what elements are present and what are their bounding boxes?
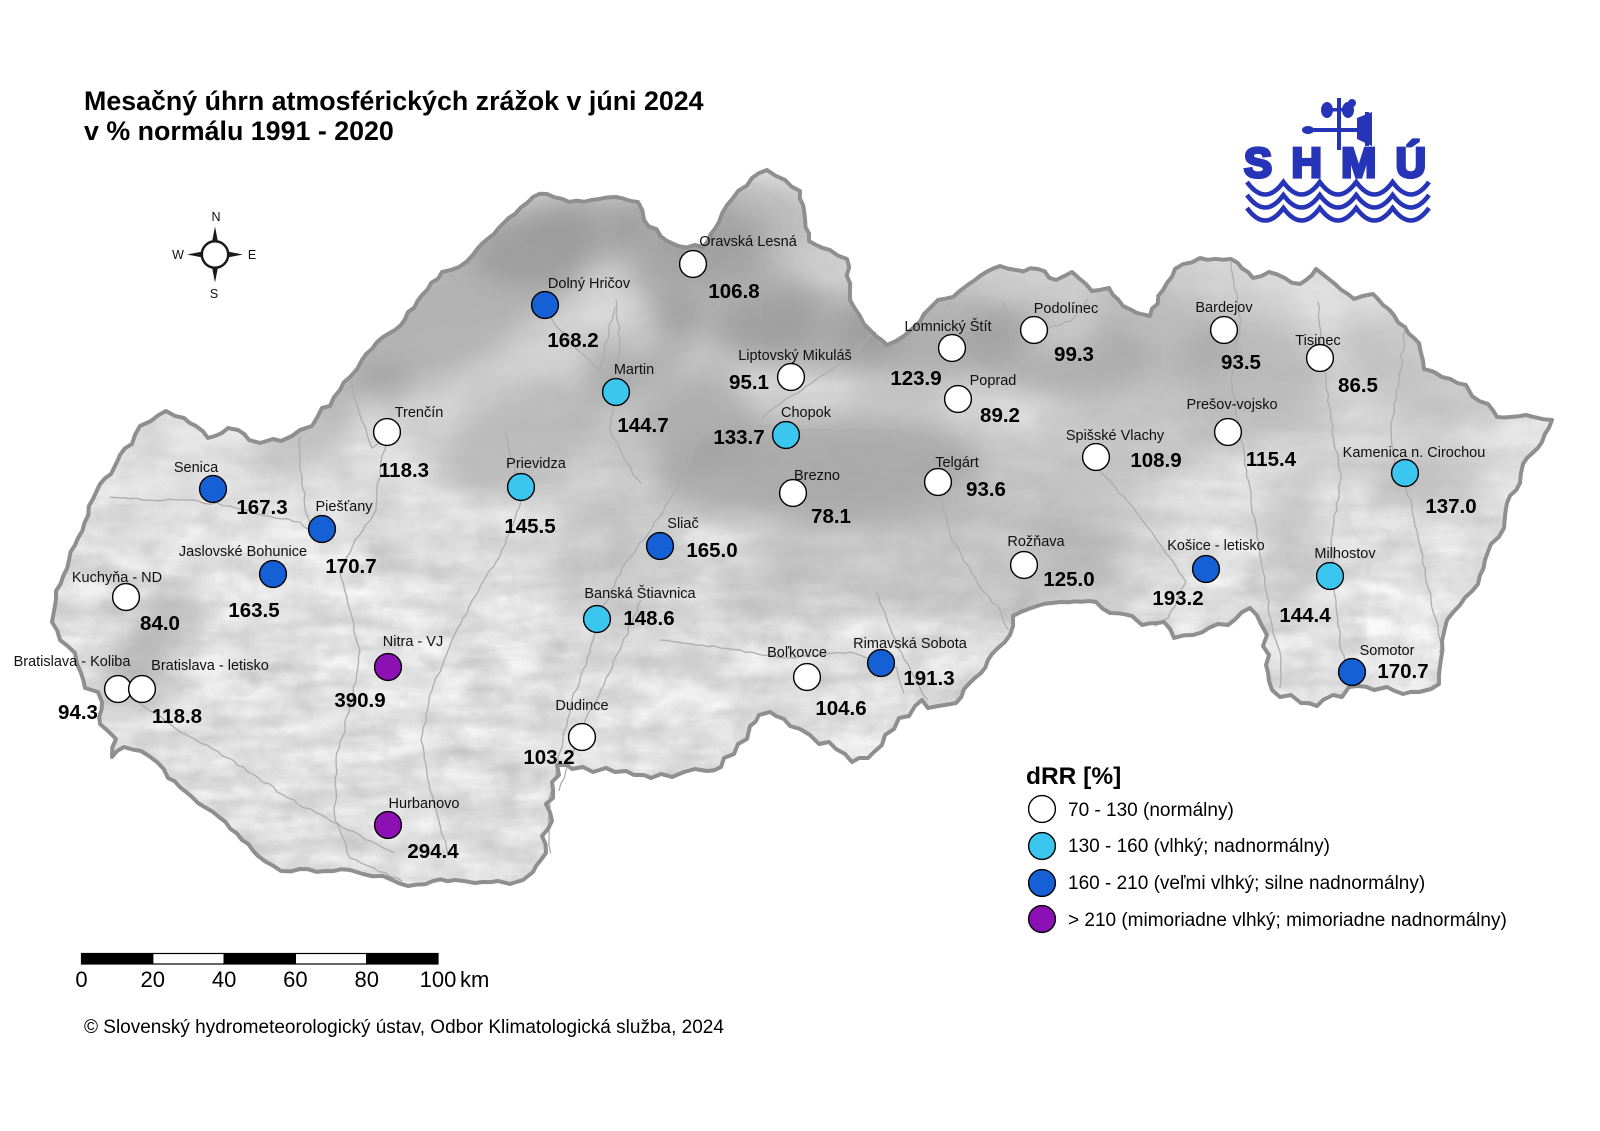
svg-text:Bardejov: Bardejov: [1195, 300, 1253, 316]
svg-text:93.6: 93.6: [966, 478, 1006, 501]
svg-text:118.8: 118.8: [152, 705, 202, 728]
svg-text:78.1: 78.1: [811, 505, 851, 528]
svg-text:Hurbanovo: Hurbanovo: [389, 796, 460, 812]
svg-text:Spišské Vlachy: Spišské Vlachy: [1066, 428, 1165, 444]
svg-text:Boľkovce: Boľkovce: [767, 645, 827, 661]
svg-text:170.7: 170.7: [1377, 660, 1428, 683]
svg-text:Rimavská Sobota: Rimavská Sobota: [853, 636, 968, 652]
svg-text:Martin: Martin: [614, 362, 654, 378]
svg-text:115.4: 115.4: [1246, 448, 1297, 471]
svg-text:20: 20: [141, 967, 165, 992]
svg-text:E: E: [248, 248, 256, 262]
svg-text:Chopok: Chopok: [781, 405, 832, 421]
svg-text:167.3: 167.3: [236, 496, 287, 519]
svg-text:106.8: 106.8: [708, 280, 759, 303]
svg-text:Telgárt: Telgárt: [935, 455, 979, 471]
svg-text:40: 40: [212, 967, 236, 992]
svg-text:123.9: 123.9: [890, 367, 941, 390]
svg-text:Nitra - VJ: Nitra - VJ: [383, 634, 443, 650]
svg-text:118.3: 118.3: [379, 459, 429, 482]
svg-text:168.2: 168.2: [547, 329, 598, 352]
svg-text:148.6: 148.6: [623, 607, 674, 630]
svg-text:Prievidza: Prievidza: [506, 456, 567, 472]
svg-text:93.5: 93.5: [1221, 351, 1261, 374]
svg-text:Trenčín: Trenčín: [395, 405, 444, 421]
svg-text:70 - 130 (normálny): 70 - 130 (normálny): [1068, 800, 1234, 821]
svg-text:Liptovský Mikuláš: Liptovský Mikuláš: [738, 348, 852, 364]
svg-text:86.5: 86.5: [1338, 374, 1378, 397]
svg-text:100: 100: [420, 967, 457, 992]
svg-text:Košice - letisko: Košice - letisko: [1167, 538, 1265, 554]
svg-text:94.3: 94.3: [58, 701, 98, 724]
svg-text:144.7: 144.7: [617, 414, 668, 437]
svg-text:N: N: [211, 210, 220, 224]
svg-text:Brezno: Brezno: [794, 468, 840, 484]
svg-text:95.1: 95.1: [729, 371, 769, 394]
svg-text:Poprad: Poprad: [970, 373, 1017, 389]
svg-text:390.9: 390.9: [334, 689, 385, 712]
svg-text:89.2: 89.2: [980, 404, 1020, 427]
svg-text:125.0: 125.0: [1043, 568, 1094, 591]
svg-text:dRR [%]: dRR [%]: [1026, 763, 1121, 790]
svg-text:Lomnický Štít: Lomnický Štít: [904, 318, 991, 335]
svg-text:km: km: [460, 967, 489, 992]
svg-text:Banská Štiavnica: Banská Štiavnica: [584, 585, 696, 602]
svg-text:S: S: [210, 287, 218, 301]
svg-text:144.4: 144.4: [1279, 604, 1331, 627]
svg-text:165.0: 165.0: [686, 539, 737, 562]
svg-text:60: 60: [283, 967, 307, 992]
svg-text:Somotor: Somotor: [1360, 643, 1415, 659]
svg-text:v % normálu 1991 - 2020: v % normálu 1991 - 2020: [84, 116, 394, 146]
svg-text:Podolínec: Podolínec: [1034, 301, 1099, 317]
svg-text:Milhostov: Milhostov: [1314, 546, 1376, 562]
svg-text:0: 0: [75, 967, 87, 992]
svg-text:163.5: 163.5: [228, 599, 279, 622]
svg-text:Kamenica n. Cirochou: Kamenica n. Cirochou: [1343, 445, 1486, 461]
svg-text:> 210 (mimoriadne vlhký; mimor: > 210 (mimoriadne vlhký; mimoriadne nadn…: [1068, 910, 1507, 931]
svg-text:Sliač: Sliač: [667, 516, 698, 532]
svg-text:99.3: 99.3: [1054, 343, 1094, 366]
svg-text:Dolný Hričov: Dolný Hričov: [548, 276, 631, 292]
svg-text:W: W: [172, 248, 184, 262]
svg-text:108.9: 108.9: [1130, 449, 1181, 472]
svg-text:Oravská Lesná: Oravská Lesná: [699, 234, 797, 250]
svg-text:Mesačný úhrn atmosférických zr: Mesačný úhrn atmosférických zrážok v jún…: [84, 86, 704, 116]
svg-text:104.6: 104.6: [815, 697, 866, 720]
svg-text:130 - 160 (vlhký; nadnormálny): 130 - 160 (vlhký; nadnormálny): [1068, 836, 1330, 857]
svg-text:Senica: Senica: [174, 460, 219, 476]
svg-text:Rožňava: Rožňava: [1007, 534, 1065, 550]
svg-text:294.4: 294.4: [407, 840, 459, 863]
svg-text:80: 80: [354, 967, 378, 992]
svg-text:© Slovenský hydrometeorologick: © Slovenský hydrometeorologický ústav, O…: [84, 1017, 724, 1038]
svg-text:Jaslovské Bohunice: Jaslovské Bohunice: [179, 544, 307, 560]
svg-text:Kuchyňa - ND: Kuchyňa - ND: [72, 570, 162, 586]
svg-text:137.0: 137.0: [1425, 495, 1476, 518]
svg-text:Piešťany: Piešťany: [315, 499, 373, 515]
svg-text:160 - 210 (veľmi vlhký; silne: 160 - 210 (veľmi vlhký; silne nadnormáln…: [1068, 873, 1425, 894]
svg-text:145.5: 145.5: [504, 515, 555, 538]
svg-text:Bratislava - Koliba: Bratislava - Koliba: [14, 654, 132, 670]
svg-text:193.2: 193.2: [1152, 587, 1203, 610]
svg-text:84.0: 84.0: [140, 612, 180, 635]
svg-text:191.3: 191.3: [903, 667, 954, 690]
svg-text:103.2: 103.2: [523, 746, 574, 769]
svg-text:Prešov-vojsko: Prešov-vojsko: [1186, 397, 1277, 413]
svg-text:Dudince: Dudince: [555, 698, 608, 714]
svg-text:170.7: 170.7: [325, 555, 376, 578]
svg-text:Bratislava - letisko: Bratislava - letisko: [151, 658, 269, 674]
svg-text:Tisinec: Tisinec: [1295, 333, 1340, 349]
svg-text:133.7: 133.7: [713, 426, 764, 449]
